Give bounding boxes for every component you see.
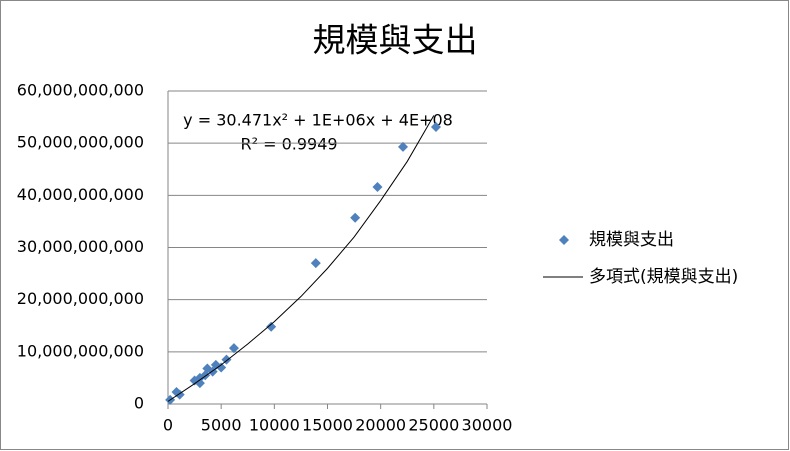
- point: [397, 141, 408, 152]
- y-tick-label: 20,000,000,000: [17, 289, 144, 308]
- point: [194, 378, 205, 389]
- r-squared: R² = 0.9949: [240, 135, 337, 154]
- y-tick-label: 60,000,000,000: [17, 81, 144, 100]
- x-tick-label: 10000: [249, 416, 300, 435]
- point: [266, 321, 277, 332]
- y-tick-label: 30,000,000,000: [17, 237, 144, 256]
- x-tick-label: 30000: [462, 416, 513, 435]
- point: [228, 343, 239, 354]
- point: [372, 181, 383, 192]
- x-tick-label: 25000: [408, 416, 459, 435]
- x-tick-label: 20000: [355, 416, 406, 435]
- y-tick-label: 0: [134, 394, 144, 413]
- trend-equation: y = 30.471x² + 1E+06x + 4E+08: [183, 111, 453, 130]
- point: [350, 212, 361, 223]
- x-tick-label: 0: [163, 416, 173, 435]
- x-tick-label: 15000: [302, 416, 353, 435]
- legend-label: 規模與支出: [589, 230, 674, 250]
- x-tick-label: 5000: [201, 416, 242, 435]
- point: [216, 362, 227, 373]
- legend-marker: [559, 235, 569, 245]
- y-tick-label: 40,000,000,000: [17, 185, 144, 204]
- legend-label: 多項式(規模與支出): [589, 267, 738, 287]
- trendline: [167, 115, 435, 402]
- y-tick-label: 50,000,000,000: [17, 133, 144, 152]
- chart-title: 規模與支出: [313, 21, 478, 60]
- point: [310, 258, 321, 269]
- point: [430, 121, 441, 132]
- y-tick-label: 10,000,000,000: [17, 341, 144, 360]
